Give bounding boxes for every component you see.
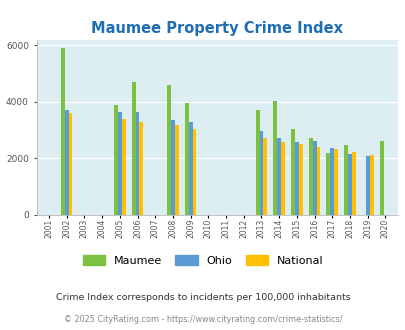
Bar: [139, 122, 143, 214]
Bar: [330, 148, 333, 214]
Bar: [117, 112, 121, 214]
Bar: [365, 156, 369, 214]
Bar: [369, 155, 373, 214]
Title: Maumee Property Crime Index: Maumee Property Crime Index: [91, 21, 342, 36]
Bar: [114, 105, 117, 214]
Bar: [61, 48, 64, 214]
Bar: [294, 142, 298, 214]
Bar: [175, 124, 178, 214]
Bar: [277, 138, 280, 214]
Bar: [308, 138, 312, 214]
Bar: [184, 103, 188, 214]
Bar: [379, 141, 383, 214]
Text: Crime Index corresponds to incidents per 100,000 inhabitants: Crime Index corresponds to incidents per…: [55, 293, 350, 302]
Bar: [298, 144, 302, 214]
Bar: [64, 110, 68, 214]
Legend: Maumee, Ohio, National: Maumee, Ohio, National: [78, 250, 327, 270]
Bar: [259, 131, 263, 214]
Text: © 2025 CityRating.com - https://www.cityrating.com/crime-statistics/: © 2025 CityRating.com - https://www.city…: [64, 315, 341, 324]
Bar: [333, 149, 337, 214]
Bar: [280, 142, 284, 214]
Bar: [263, 138, 266, 214]
Bar: [290, 129, 294, 214]
Bar: [255, 110, 259, 214]
Bar: [122, 119, 125, 214]
Bar: [343, 146, 347, 214]
Bar: [351, 152, 355, 214]
Bar: [68, 113, 72, 214]
Bar: [316, 148, 320, 214]
Bar: [312, 141, 316, 214]
Bar: [135, 112, 139, 214]
Bar: [326, 153, 330, 214]
Bar: [273, 101, 277, 214]
Bar: [167, 85, 171, 214]
Bar: [171, 120, 175, 214]
Bar: [188, 122, 192, 214]
Bar: [192, 129, 196, 214]
Bar: [131, 82, 135, 214]
Bar: [347, 154, 351, 214]
